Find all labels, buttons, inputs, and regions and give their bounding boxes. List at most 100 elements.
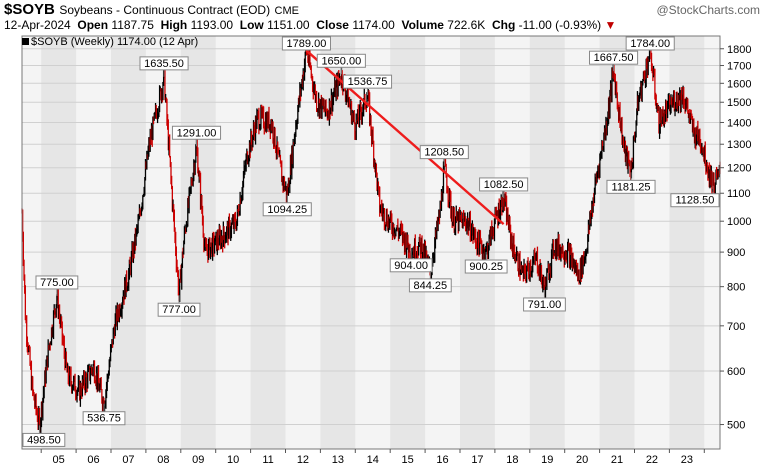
- y-tick-label: 800: [727, 282, 745, 294]
- y-tick-label: 1100: [727, 188, 751, 200]
- annotation-label: 844.25: [414, 280, 448, 292]
- y-tick-label: 1700: [727, 61, 751, 73]
- annotation-label: 1536.75: [348, 76, 388, 88]
- low-label: Low: [239, 18, 264, 32]
- annotation-label: 775.00: [40, 277, 74, 289]
- x-tick-label: 23: [681, 454, 693, 466]
- price-bars: [21, 38, 721, 435]
- x-tick-label: 20: [576, 454, 588, 466]
- x-tick-label: 22: [646, 454, 658, 466]
- chg-value: -11.00 (-0.93%): [518, 18, 602, 32]
- y-tick-label: 1500: [727, 97, 751, 109]
- y-axis: 500 600 700 800 900 1000 1100 1200 1300 1400 1500 1…: [720, 44, 751, 432]
- x-tick-label: 15: [402, 454, 414, 466]
- annotation-box: [419, 145, 469, 160]
- annotation-box: [281, 36, 331, 51]
- close-label: Close: [316, 18, 349, 32]
- annotation-box: [625, 36, 675, 51]
- y-tick-label: 1000: [727, 216, 751, 228]
- legend: $SOYB (Weekly) 1174.00 (12 Apr): [22, 36, 198, 48]
- open-label: Open: [77, 18, 109, 32]
- annotation-box: [606, 179, 656, 194]
- y-tick-label: 1400: [727, 117, 751, 129]
- year-band: [41, 36, 77, 449]
- annotation-box: [464, 259, 508, 274]
- annotation-box: [157, 302, 201, 317]
- x-tick-label: 08: [157, 454, 169, 466]
- volume-value: 722.6K: [447, 18, 486, 32]
- close-value: 1174.00: [352, 18, 395, 32]
- annotation-label: 1181.25: [612, 181, 651, 193]
- y-tick-label: 700: [727, 321, 745, 333]
- down-arrow-icon: ▼: [604, 18, 617, 32]
- high-label: High: [160, 18, 188, 32]
- y-tick-label: 1800: [727, 44, 751, 56]
- annotation-label: 1128.50: [675, 195, 714, 207]
- trendline: [305, 49, 505, 226]
- annotation-box: [342, 74, 393, 89]
- open-value: 1187.75: [111, 18, 154, 32]
- plot-frame: [21, 35, 721, 450]
- annotation-box: [171, 125, 222, 140]
- year-band: [110, 36, 146, 449]
- annotation-box: [523, 297, 566, 312]
- annotation-label: 1784.00: [630, 38, 670, 50]
- x-tick-label: 13: [332, 454, 344, 466]
- x-axis: 05 06 07 08 09 10 11 12 13 14 15 16 17 18 19 20 21 22 23: [40, 449, 705, 466]
- annotation-box: [82, 411, 126, 426]
- x-tick-label: 19: [541, 454, 553, 466]
- symbol: $SOYB: [4, 1, 55, 18]
- volume-label: Volume: [401, 18, 444, 32]
- y-tick-label: 900: [727, 247, 745, 259]
- annotation-box: [262, 202, 312, 217]
- price-annotations: 498.50 775.00 536.75 1635.50 777.00 1291.00 10…: [22, 36, 720, 447]
- annotation-label: 1650.00: [321, 55, 361, 67]
- brand-logo[interactable]: @StockCharts.com: [656, 3, 760, 17]
- annotation-box: [670, 193, 720, 208]
- y-tick-label: 600: [727, 366, 745, 378]
- low-value: 1151.00: [267, 18, 310, 32]
- annotation-box: [389, 258, 433, 273]
- year-bands: [41, 36, 705, 449]
- annotation-box: [139, 56, 189, 71]
- annotation-box: [22, 432, 66, 447]
- chart-header-line2: 12-Apr-2024 Open 1187.75 High 1193.00 Lo…: [4, 18, 764, 34]
- annotation-label: 1789.00: [287, 38, 327, 50]
- x-tick-label: 14: [367, 454, 379, 466]
- annotation-box: [316, 53, 366, 68]
- annotation-label: 791.00: [528, 299, 562, 311]
- y-tick-label: 1600: [727, 78, 751, 90]
- annotation-label: 904.00: [394, 260, 428, 272]
- y-tick-label: 1300: [727, 139, 751, 151]
- annotation-label: 1094.25: [267, 204, 307, 216]
- annotation-box: [589, 50, 639, 65]
- y-tick-label: 500: [727, 420, 745, 432]
- annotation-label: 1208.50: [424, 147, 464, 159]
- annotation-label: 1635.50: [144, 58, 184, 70]
- x-tick-label: 18: [506, 454, 518, 466]
- annotation-label: 498.50: [27, 434, 61, 446]
- chg-label: Chg: [492, 18, 516, 32]
- annotation-box: [408, 278, 452, 293]
- x-tick-label: 06: [87, 454, 99, 466]
- x-tick-label: 21: [611, 454, 623, 466]
- high-value: 1193.00: [190, 18, 234, 32]
- chart-header-line1: $SOYB Soybeans - Continuous Contract (EO…: [4, 1, 764, 19]
- x-tick-label: 05: [53, 454, 65, 466]
- x-tick-label: 10: [227, 454, 239, 466]
- annotation-label: 536.75: [87, 413, 121, 425]
- x-tick-label: 09: [192, 454, 204, 466]
- description: Soybeans - Continuous Contract (EOD): [59, 3, 271, 17]
- legend-label: $SOYB (Weekly) 1174.00 (12 Apr): [31, 36, 198, 48]
- x-tick-label: 17: [471, 454, 483, 466]
- x-tick-label: 07: [122, 454, 134, 466]
- x-tick-label: 16: [436, 454, 448, 466]
- annotation-label: 900.25: [469, 261, 503, 273]
- annotation-box: [35, 275, 79, 290]
- annotation-box: [479, 177, 529, 192]
- x-tick-label: 12: [297, 454, 309, 466]
- quote-date: 12-Apr-2024: [4, 18, 71, 32]
- annotation-label: 1082.50: [484, 179, 524, 191]
- exchange: CME: [274, 5, 299, 17]
